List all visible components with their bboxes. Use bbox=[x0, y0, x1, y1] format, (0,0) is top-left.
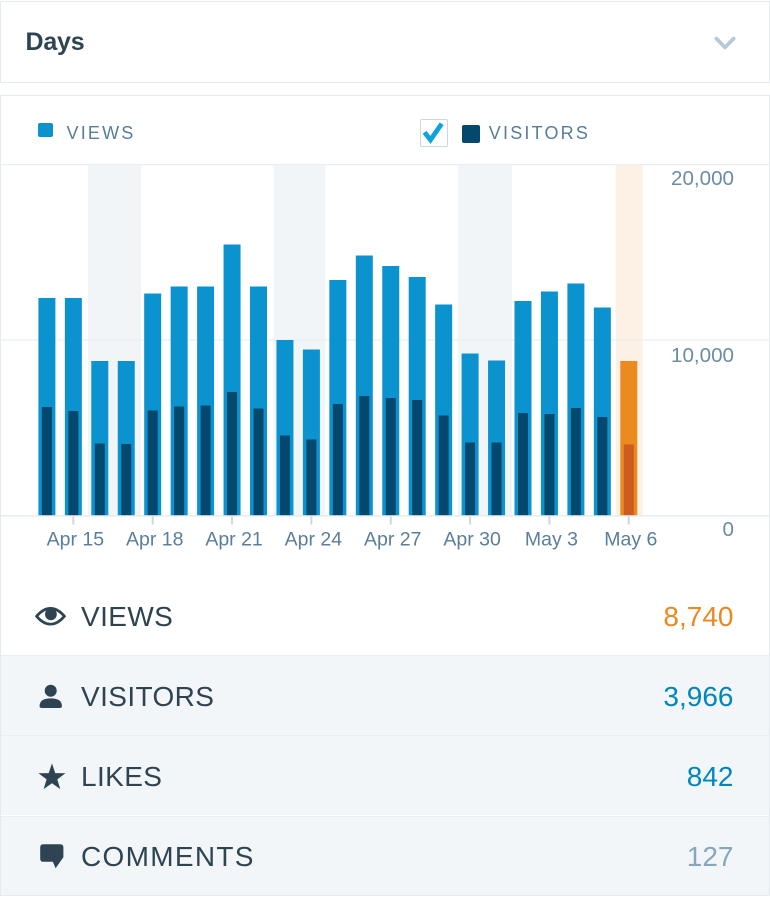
svg-text:20,000: 20,000 bbox=[671, 167, 734, 190]
svg-text:0: 0 bbox=[723, 518, 734, 541]
svg-text:Apr 21: Apr 21 bbox=[205, 529, 262, 551]
svg-text:May 6: May 6 bbox=[604, 529, 657, 551]
svg-text:Apr 18: Apr 18 bbox=[126, 529, 183, 551]
svg-text:10,000: 10,000 bbox=[671, 344, 734, 367]
svg-text:Apr 15: Apr 15 bbox=[47, 529, 105, 551]
svg-text:May 3: May 3 bbox=[525, 529, 578, 551]
svg-text:Apr 30: Apr 30 bbox=[443, 529, 501, 551]
svg-text:Apr 27: Apr 27 bbox=[364, 529, 421, 551]
svg-text:Apr 24: Apr 24 bbox=[285, 529, 343, 551]
